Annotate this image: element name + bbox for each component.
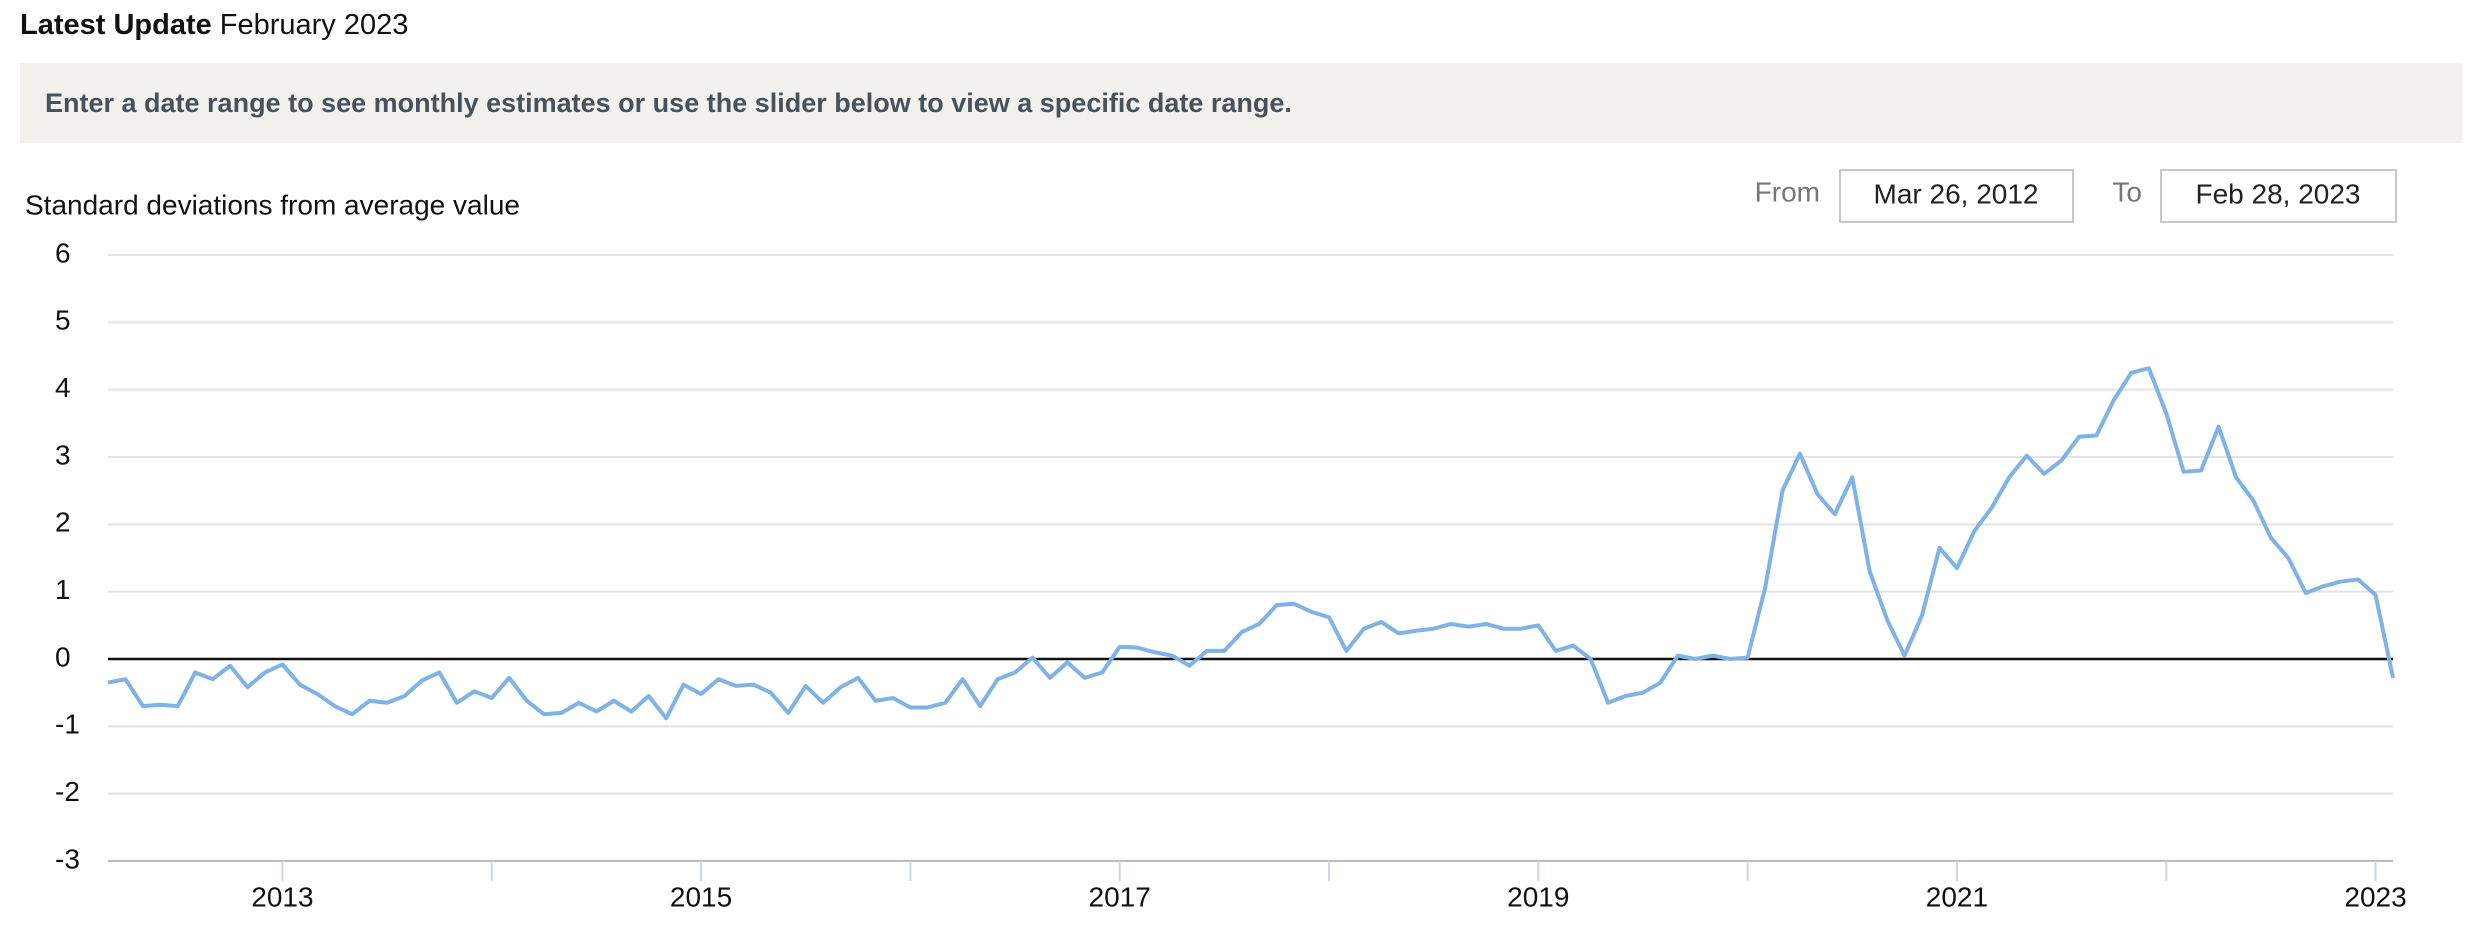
from-input[interactable] bbox=[1839, 169, 2074, 223]
x-tick-label: 2019 bbox=[1507, 881, 1569, 912]
y-tick-label: 4 bbox=[55, 372, 71, 403]
y-tick-label: 5 bbox=[55, 305, 71, 336]
y-tick-label: 2 bbox=[55, 507, 71, 538]
latest-update: Latest Update February 2023 bbox=[20, 9, 408, 41]
latest-update-value: February 2023 bbox=[220, 9, 409, 41]
banner-text: Enter a date range to see monthly estima… bbox=[45, 88, 1292, 118]
to-value[interactable]: Feb 28, 2023 bbox=[2195, 178, 2360, 209]
x-tick-label: 2015 bbox=[670, 881, 732, 912]
latest-update-label: Latest Update bbox=[20, 9, 212, 41]
x-tick-label: 2013 bbox=[251, 881, 313, 912]
y-tick-label: -3 bbox=[55, 843, 80, 874]
x-tick-label: 2023 bbox=[2344, 881, 2406, 912]
y-axis-label: Standard deviations from average value bbox=[25, 189, 520, 220]
to-label: To bbox=[2112, 176, 2142, 207]
y-tick-label: 0 bbox=[55, 641, 71, 672]
from-value[interactable]: Mar 26, 2012 bbox=[1874, 178, 2039, 209]
y-tick-label: -1 bbox=[55, 709, 80, 740]
x-tick-label: 2021 bbox=[1926, 881, 1988, 912]
data-line bbox=[107, 366, 2395, 721]
from-label: From bbox=[1755, 176, 1820, 207]
y-tick-label: 1 bbox=[55, 574, 71, 605]
y-tick-label: 6 bbox=[55, 237, 71, 268]
banner bbox=[20, 63, 2462, 143]
x-tick-label: 2017 bbox=[1089, 881, 1151, 912]
y-tick-label: -2 bbox=[55, 776, 80, 807]
y-tick-label: 3 bbox=[55, 439, 71, 470]
to-input[interactable] bbox=[2160, 169, 2397, 223]
